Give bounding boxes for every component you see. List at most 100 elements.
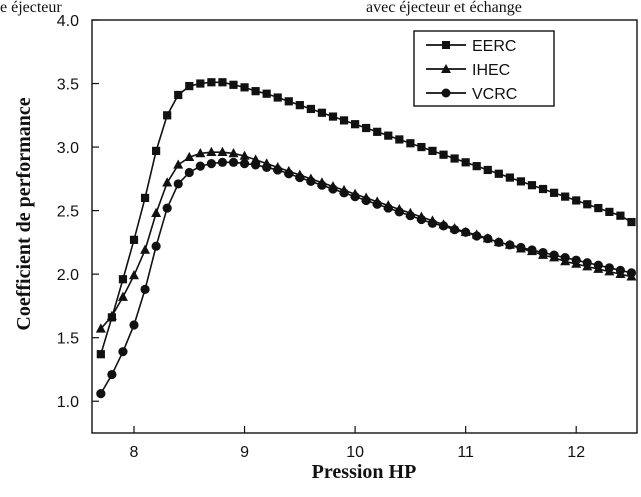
- data-point-vcrc: [361, 195, 371, 206]
- data-point-eerc: [163, 111, 172, 120]
- data-point-vcrc: [494, 237, 504, 247]
- data-point-vcrc: [516, 242, 526, 253]
- data-point-eerc: [472, 162, 481, 171]
- data-point-vcrc: [449, 225, 460, 235]
- y-axis-tick-label: 3.0: [57, 140, 79, 157]
- data-point-vcrc: [527, 245, 537, 255]
- data-point-ihec: [206, 146, 217, 156]
- data-point-vcrc: [626, 268, 637, 278]
- x-axis-tick-label: 9: [240, 444, 249, 461]
- y-axis-tick-label: 3.5: [57, 77, 79, 94]
- data-point-eerc: [439, 150, 448, 159]
- data-point-eerc: [572, 196, 581, 205]
- data-point-vcrc: [505, 240, 515, 250]
- data-point-ihec: [106, 310, 117, 320]
- x-axis-tick-label: 8: [130, 444, 139, 461]
- legend-label-vcrc: VCRC: [472, 86, 517, 103]
- data-point-vcrc: [118, 347, 128, 357]
- x-axis-tick-label: 12: [567, 444, 585, 461]
- plot-elements: 8 9 10 11 12 1.0 1.5 2.0 2.5 3.0 3.5 4.0: [57, 13, 638, 461]
- legend-marker-vcrc: [441, 88, 451, 98]
- data-point-eerc: [328, 112, 338, 121]
- data-point-vcrc: [461, 227, 471, 237]
- cropped-top-right-text: avec éjecteur et échange: [366, 0, 522, 16]
- series-line-ihec: [100, 151, 632, 330]
- data-point-vcrc: [173, 179, 183, 189]
- data-point-vcrc: [262, 162, 272, 173]
- data-point-eerc: [362, 123, 371, 133]
- data-point-vcrc: [162, 203, 172, 213]
- y-axis-tick-label: 2.0: [57, 267, 79, 284]
- data-point-ihec: [151, 207, 162, 217]
- data-point-vcrc: [372, 199, 382, 209]
- data-point-vcrc: [571, 255, 581, 265]
- data-point-eerc: [96, 350, 105, 359]
- data-point-eerc: [384, 131, 393, 140]
- data-point-eerc: [262, 89, 271, 98]
- data-point-vcrc: [217, 157, 228, 167]
- data-point-eerc: [273, 93, 282, 102]
- legend-label-ihec: IHEC: [472, 62, 510, 79]
- data-point-eerc: [339, 116, 349, 125]
- data-point-eerc: [395, 135, 404, 144]
- data-point-vcrc: [129, 320, 139, 330]
- data-point-eerc: [373, 127, 382, 136]
- data-point-vcrc: [339, 188, 349, 198]
- data-point-ihec: [228, 148, 239, 158]
- data-point-eerc: [494, 169, 503, 178]
- data-point-vcrc: [140, 284, 150, 295]
- data-point-eerc: [428, 146, 437, 155]
- plot-frame: [91, 19, 638, 434]
- data-point-eerc: [152, 146, 161, 155]
- data-point-eerc: [129, 235, 139, 244]
- data-point-vcrc: [538, 247, 548, 258]
- data-point-eerc: [549, 188, 559, 197]
- data-point-vcrc: [438, 221, 449, 231]
- data-point-vcrc: [295, 172, 305, 183]
- data-point-vcrc: [416, 214, 427, 225]
- data-point-vcrc: [195, 161, 205, 171]
- series-line-eerc: [100, 81, 632, 355]
- data-point-eerc: [605, 207, 614, 216]
- data-point-vcrc: [582, 258, 592, 268]
- data-point-vcrc: [427, 218, 438, 228]
- data-point-vcrc: [604, 263, 614, 273]
- data-point-eerc: [306, 104, 315, 114]
- data-point-eerc: [229, 80, 238, 89]
- data-point-eerc: [527, 181, 537, 190]
- data-point-ihec: [117, 291, 128, 301]
- data-point-eerc: [483, 165, 492, 175]
- y-axis-tick-label: 4.0: [57, 13, 79, 30]
- data-point-vcrc: [350, 192, 360, 202]
- data-point-eerc: [627, 217, 636, 227]
- data-point-eerc: [251, 87, 260, 96]
- data-point-eerc: [538, 184, 548, 194]
- data-point-vcrc: [549, 250, 559, 260]
- data-point-vcrc: [151, 241, 161, 251]
- chart-legend: EERC IHEC VCRC: [413, 30, 555, 107]
- data-point-eerc: [196, 79, 205, 88]
- data-point-ihec: [184, 151, 195, 162]
- x-axis-tick-label: 10: [346, 444, 364, 461]
- data-point-ihec: [239, 150, 250, 160]
- data-point-eerc: [295, 101, 304, 110]
- data-point-vcrc: [107, 369, 117, 380]
- data-point-vcrc: [228, 157, 239, 167]
- data-point-eerc: [450, 154, 459, 163]
- y-axis-tick-label: 1.0: [57, 394, 79, 411]
- data-point-vcrc: [394, 207, 404, 217]
- legend-marker-ihec: [441, 64, 451, 73]
- data-point-eerc: [240, 83, 249, 92]
- data-point-vcrc: [184, 167, 194, 178]
- legend-label-eerc: EERC: [472, 38, 516, 55]
- data-point-vcrc: [96, 389, 106, 399]
- x-axis-tick-label: 11: [457, 444, 474, 461]
- data-point-vcrc: [383, 203, 393, 213]
- data-point-vcrc: [306, 176, 316, 186]
- data-point-eerc: [140, 193, 150, 203]
- data-point-vcrc: [328, 184, 338, 194]
- data-point-eerc: [561, 192, 570, 201]
- data-point-ihec: [217, 146, 228, 156]
